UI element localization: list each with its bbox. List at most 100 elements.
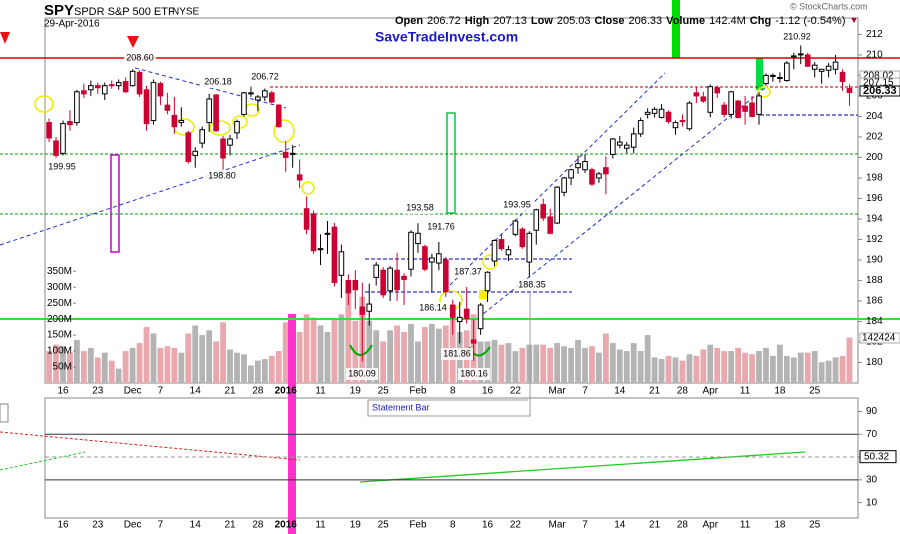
volume-bar xyxy=(728,351,735,383)
chart-subtitle: SPDR S&P 500 ETF xyxy=(74,6,175,18)
volume-bar xyxy=(275,351,282,383)
volume-bar xyxy=(609,343,616,383)
highlight-square xyxy=(479,290,488,299)
candle-body xyxy=(115,82,122,87)
x-tick-label: 11 xyxy=(740,386,751,397)
annotation-bg xyxy=(417,302,449,314)
annotation-bg xyxy=(441,348,473,360)
smile-mark xyxy=(349,344,373,356)
volume-bar xyxy=(700,349,707,383)
volume-bar xyxy=(415,341,421,383)
x-tick-label: 14 xyxy=(190,520,202,531)
price-annotation: 180.09 xyxy=(348,368,376,378)
candle-body xyxy=(401,275,407,280)
volume-bar xyxy=(157,347,164,383)
candle-body xyxy=(101,85,108,95)
candle-body xyxy=(491,239,498,262)
candle-body xyxy=(408,231,414,270)
candle-body xyxy=(136,71,143,95)
volume-bar xyxy=(804,352,811,383)
volume-bar xyxy=(206,330,213,383)
value-label: 207.15 xyxy=(863,78,894,89)
y-tick-label: 202 xyxy=(866,132,883,143)
volume-bar xyxy=(832,357,839,383)
candle-body xyxy=(456,316,463,322)
volume-bar xyxy=(136,343,143,383)
x-tick-label: 16 xyxy=(482,520,494,531)
volume-tick-label: 200M xyxy=(47,314,72,325)
rsi-trend xyxy=(359,451,806,483)
y-tick-label: 190 xyxy=(866,255,883,266)
quote-value: 206.72 xyxy=(427,15,461,27)
candle-body xyxy=(637,120,644,135)
price-annotation: 199.95 xyxy=(48,161,76,171)
candle-body xyxy=(415,232,421,245)
candle-body xyxy=(206,98,212,124)
candle-body xyxy=(241,92,247,115)
note-box xyxy=(367,292,531,417)
y-tick-label: 194 xyxy=(866,214,883,225)
green-bar xyxy=(672,0,680,58)
x-tick-label: 19 xyxy=(350,520,362,531)
y-tick-label: 212 xyxy=(866,29,883,40)
x-tick-label: 28 xyxy=(252,520,264,531)
volume-bar xyxy=(672,357,679,383)
volume-bar xyxy=(686,354,693,383)
volume-bar xyxy=(60,346,66,383)
candle-body xyxy=(770,74,776,77)
y-tick-label: 204 xyxy=(866,111,883,122)
volume-bar xyxy=(477,341,484,383)
candle-body xyxy=(338,251,345,276)
candle-body xyxy=(749,102,755,117)
price-annotation: 206.72 xyxy=(251,71,279,81)
x-tick-label: 25 xyxy=(378,520,390,531)
candle-body xyxy=(310,213,317,252)
volume-bar xyxy=(825,360,832,383)
y-tick-label: 196 xyxy=(866,193,883,204)
candle-body xyxy=(575,163,581,169)
candle-body xyxy=(60,123,66,154)
candle-body xyxy=(429,257,435,263)
volume-bar xyxy=(268,355,275,383)
quote-value: -1.12 (-0.54%) xyxy=(775,15,846,27)
candle-body xyxy=(289,152,296,155)
volume-bar xyxy=(387,330,394,383)
candle-body xyxy=(366,303,373,312)
candle-body xyxy=(53,140,59,156)
quote-label: Volume xyxy=(666,15,706,27)
candle-body xyxy=(296,174,303,181)
volume-bar xyxy=(749,354,755,383)
candle-body xyxy=(352,279,359,291)
candle-body xyxy=(651,108,658,114)
candle-body xyxy=(721,104,728,115)
annotation-bg xyxy=(346,368,378,380)
candle-body xyxy=(617,141,623,146)
candle-body xyxy=(199,129,205,144)
volume-bar xyxy=(115,368,122,383)
volume-bar xyxy=(408,323,414,383)
price-annotation: 191.76 xyxy=(427,221,455,231)
x-tick-label: 21 xyxy=(649,386,661,397)
price-annotation: 186.14 xyxy=(419,302,447,312)
volume-tick-label: 50M xyxy=(53,362,72,373)
volume-bar xyxy=(630,343,637,383)
volume-bar xyxy=(582,347,588,383)
x-tick-label: 25 xyxy=(809,386,821,397)
volume-bar xyxy=(776,344,783,383)
x-tick-label: 14 xyxy=(614,520,626,531)
volume-bar xyxy=(234,352,240,383)
rsi-tick-label: 30 xyxy=(866,474,878,485)
candle-body xyxy=(74,91,80,124)
rsi-trend xyxy=(0,451,86,471)
candle-body xyxy=(742,105,748,112)
green-box xyxy=(446,112,456,214)
volume-bar xyxy=(108,360,115,383)
channel-line xyxy=(449,72,666,286)
quote-label: High xyxy=(464,15,490,27)
arrow xyxy=(127,36,139,48)
x-tick-label: Dec xyxy=(124,520,142,531)
y-tick-label: 188 xyxy=(866,275,883,286)
candle-body xyxy=(150,82,157,122)
candle-body xyxy=(422,246,428,270)
candle-body xyxy=(568,169,574,179)
